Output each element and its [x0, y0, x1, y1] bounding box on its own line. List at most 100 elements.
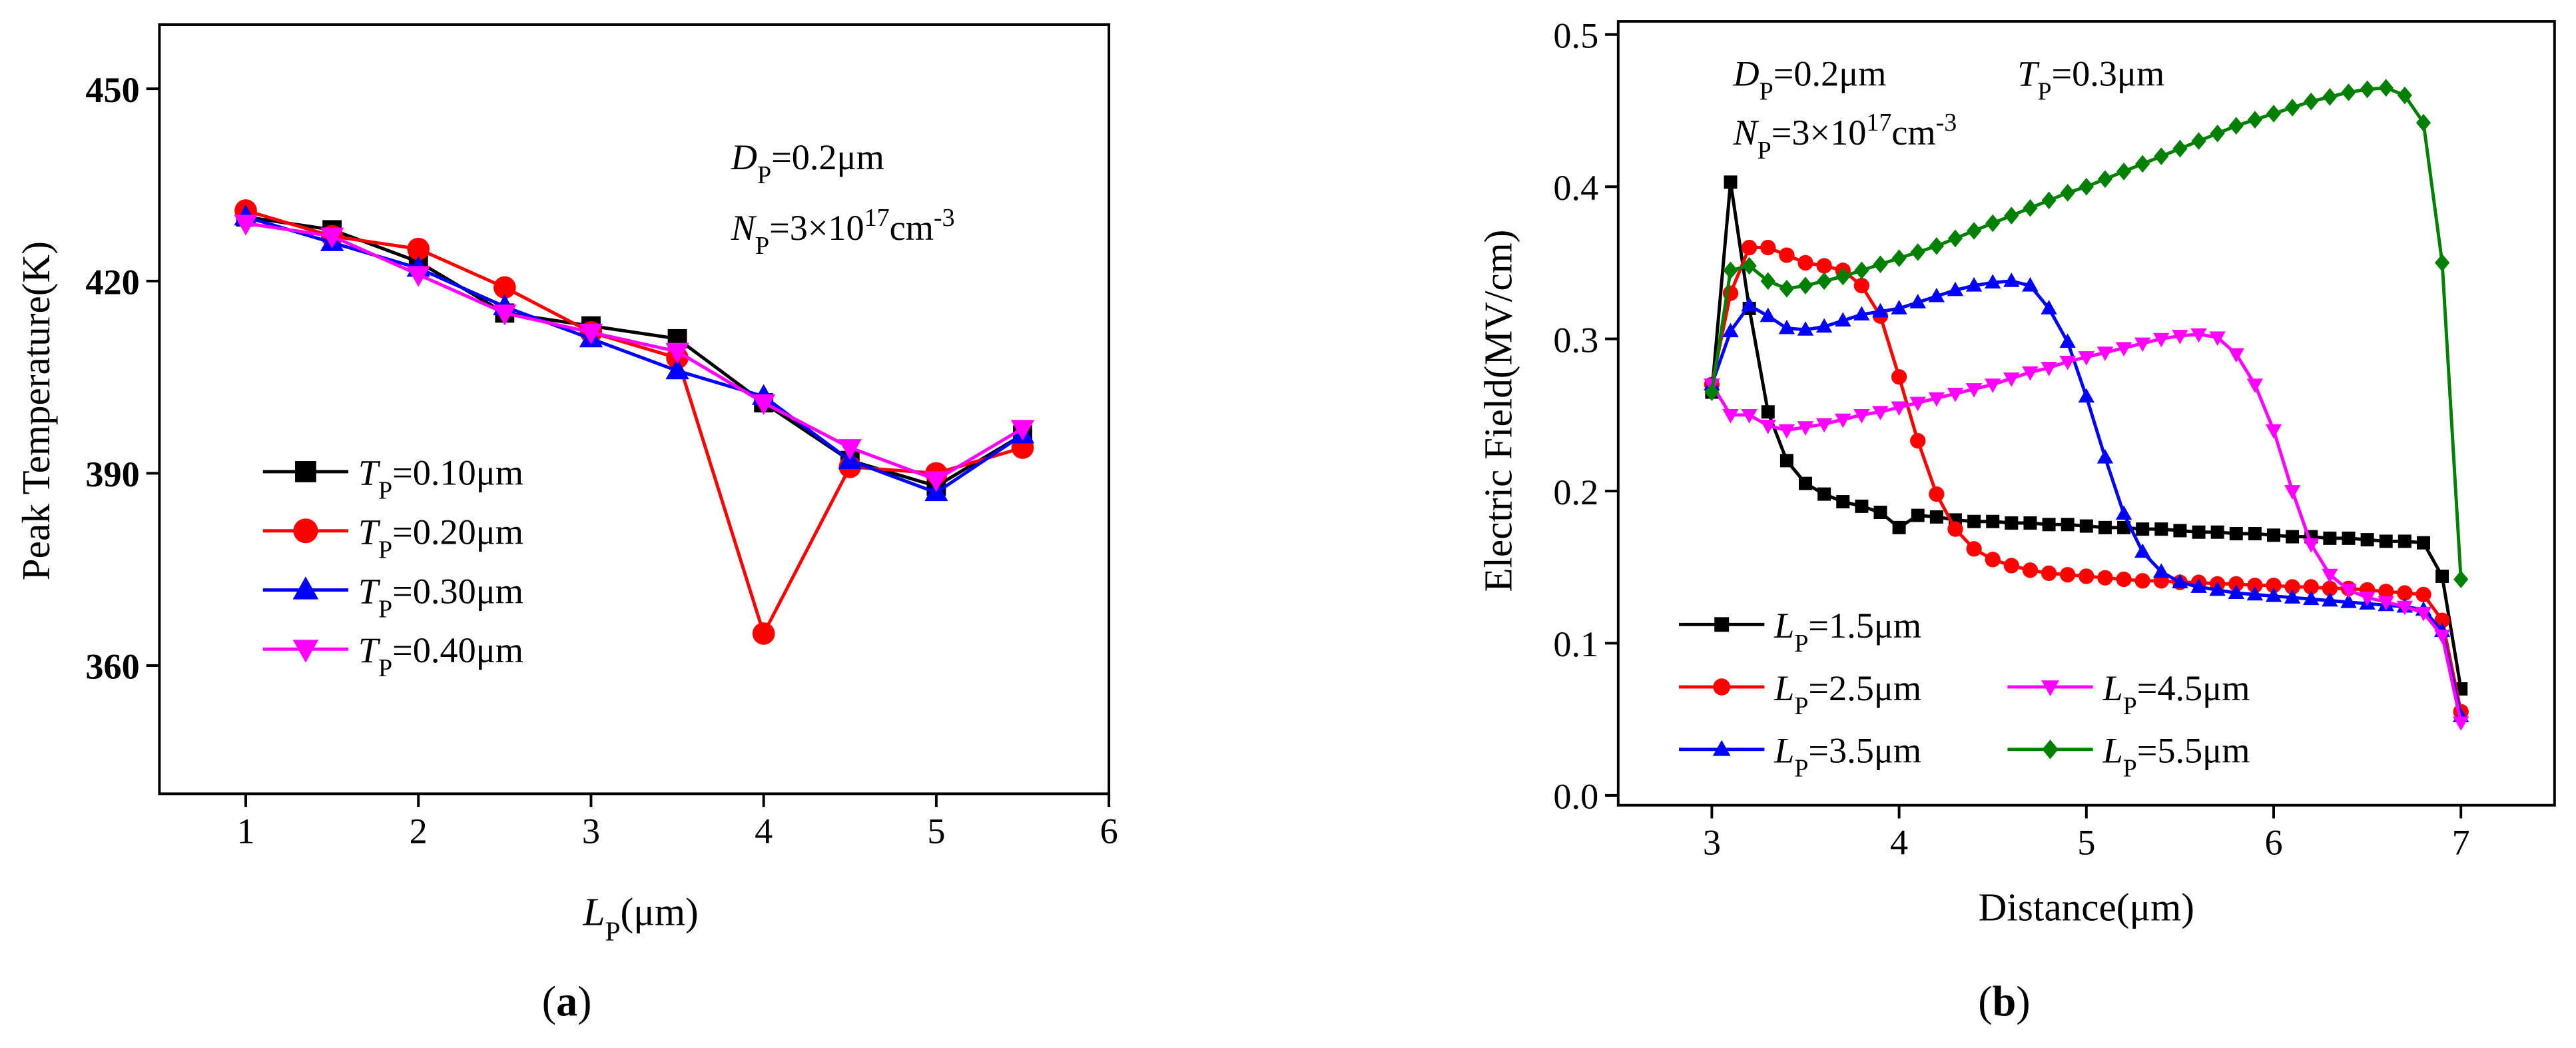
- data-point: [752, 622, 775, 645]
- legend-label: LP=5.5μm: [2102, 731, 2250, 783]
- text-part: T: [358, 571, 381, 611]
- text-part: D: [1732, 53, 1759, 93]
- text-part: =5.5μm: [2137, 731, 2250, 771]
- text-part: T: [358, 512, 381, 552]
- data-point: [1853, 278, 1870, 294]
- data-point: [1910, 433, 1926, 449]
- y-tick-label: 0.1: [1553, 624, 1598, 664]
- text-part: Distance(μm): [1979, 885, 2194, 929]
- series-line: [245, 215, 1024, 495]
- legend-label: TP=0.40μm: [358, 630, 523, 682]
- data-point: [2360, 80, 2375, 99]
- data-point: [1817, 487, 1831, 501]
- data-point: [2209, 581, 2226, 596]
- y-tick-label: 0.0: [1553, 777, 1598, 817]
- data-point: [2265, 587, 2282, 602]
- data-point: [2378, 584, 2394, 600]
- data-point: [2415, 113, 2431, 132]
- legend-label: LP=3.5μm: [1773, 731, 1921, 783]
- text-part: P: [2123, 692, 2137, 720]
- text-part: P: [1758, 137, 1771, 165]
- data-point: [2190, 328, 2207, 343]
- text-part: cm: [1891, 113, 1935, 153]
- data-point: [2397, 86, 2412, 105]
- data-point: [2340, 584, 2357, 599]
- data-point: [2340, 594, 2357, 608]
- data-point: [1947, 387, 1964, 402]
- data-point: [2303, 590, 2320, 606]
- text-part: T: [2017, 53, 2040, 93]
- y-tick-label: 360: [85, 647, 139, 687]
- text-part: T: [358, 453, 381, 493]
- text-part: =3×10: [1771, 113, 1867, 153]
- text-part: -3: [934, 204, 955, 232]
- data-point: [493, 304, 517, 326]
- x-tick-label: 2: [410, 811, 428, 851]
- data-point: [2042, 518, 2056, 532]
- data-point: [1854, 261, 1869, 280]
- text-part: =0.40μm: [392, 630, 523, 670]
- y-tick-label: 0.5: [1553, 16, 1598, 56]
- data-point: [1892, 520, 1906, 534]
- data-point: [2005, 516, 2019, 530]
- data-point: [1909, 396, 1926, 412]
- data-point: [2059, 356, 2076, 370]
- data-point: [2322, 568, 2338, 584]
- data-point: [1986, 514, 2000, 528]
- data-point: [1873, 255, 1888, 274]
- y-tick-label: 0.3: [1553, 320, 1598, 360]
- data-point: [1815, 318, 1833, 333]
- data-point: [1742, 257, 1757, 275]
- text-part: P: [378, 536, 392, 564]
- text-part: =0.2μm: [771, 137, 884, 177]
- data-point: [2303, 538, 2320, 553]
- data-point: [752, 394, 776, 416]
- text-part: P: [1794, 630, 1808, 658]
- data-point: [1967, 514, 1981, 528]
- legend-marker: [295, 461, 316, 482]
- data-point: [2190, 578, 2207, 593]
- data-point: [2284, 485, 2301, 500]
- x-tick-label: 6: [1100, 811, 1118, 851]
- text-part: =3.5μm: [1808, 731, 1921, 771]
- data-point: [2173, 524, 2187, 538]
- y-tick-label: 0.4: [1553, 168, 1598, 208]
- data-point: [2266, 578, 2282, 594]
- data-point: [2022, 276, 2039, 292]
- data-point: [2247, 111, 2262, 129]
- data-point: [1855, 499, 1869, 513]
- legend-label: LP=1.5μm: [1773, 606, 1921, 658]
- data-point: [1779, 279, 1794, 298]
- x-tick-label: 5: [2077, 823, 2095, 863]
- data-point: [2267, 528, 2280, 542]
- legend-label: TP=0.10μm: [358, 453, 523, 505]
- data-point: [1797, 421, 1814, 436]
- text-part: a: [556, 977, 577, 1025]
- data-point: [2153, 332, 2170, 348]
- data-point: [2061, 518, 2075, 532]
- data-point: [2209, 331, 2226, 346]
- data-point: [2154, 147, 2169, 165]
- data-point: [406, 266, 430, 287]
- data-point: [2286, 530, 2300, 544]
- data-point: [1835, 267, 1851, 286]
- data-point: [2097, 170, 2113, 189]
- data-point: [2172, 139, 2188, 158]
- data-point: [1928, 392, 1945, 407]
- data-point: [2228, 117, 2244, 135]
- data-point: [2079, 519, 2093, 533]
- data-point: [2004, 207, 2019, 225]
- data-point: [2041, 565, 2057, 582]
- data-point: [2136, 522, 2150, 536]
- data-point: [1778, 424, 1795, 439]
- text-part: P: [605, 916, 620, 947]
- data-point: [2433, 630, 2451, 644]
- data-point: [2059, 333, 2076, 348]
- data-point: [1929, 510, 1943, 524]
- data-point: [2248, 527, 2262, 540]
- data-point: [2153, 563, 2170, 578]
- legend-label: LP=2.5μm: [1773, 668, 1921, 720]
- data-point: [2397, 585, 2413, 601]
- annotation: NP=3×1017cm-3: [731, 204, 955, 260]
- data-point: [2228, 584, 2244, 599]
